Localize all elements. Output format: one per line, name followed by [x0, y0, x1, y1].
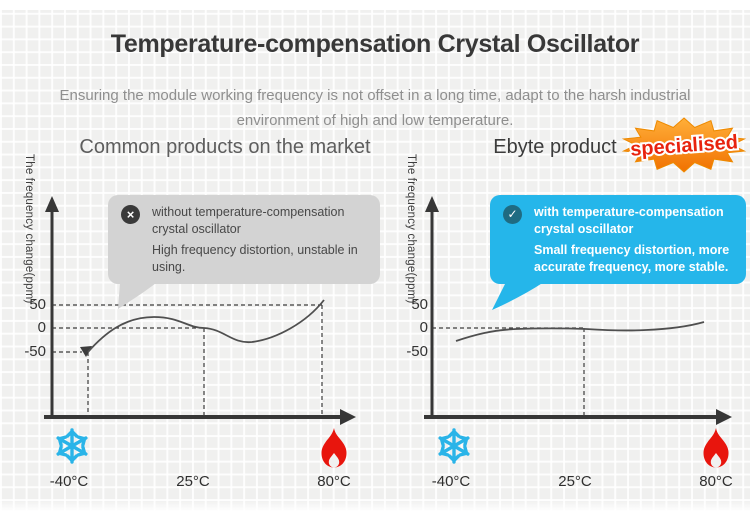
- left-panel-heading: Common products on the market: [79, 136, 371, 158]
- flame-icon: [703, 428, 729, 468]
- x-tick-80: 80°C: [699, 473, 733, 490]
- y-axis-title: The frequency change(ppm): [405, 154, 417, 304]
- x-axis-arrow-icon: [340, 409, 356, 425]
- x-tick-80: 80°C: [317, 473, 351, 490]
- y-tick-50: 50: [411, 296, 428, 313]
- right-chart-plot: [424, 196, 732, 425]
- right-chart: The frequency change(ppm) 50 0 -50 -40°C…: [390, 148, 750, 508]
- bottom-white-strip: [0, 500, 750, 516]
- right-panel-heading: Ebyte product: [493, 136, 617, 158]
- top-white-strip: [0, 0, 750, 10]
- snowflake-icon: [56, 428, 88, 464]
- callout-body: High frequency distortion, unstable in u…: [152, 243, 358, 274]
- specialised-badge-burst: [621, 117, 747, 173]
- x-tick-minus40: -40°C: [49, 473, 89, 490]
- y-tick-50: 50: [29, 296, 46, 313]
- specialised-badge: specialised: [621, 117, 747, 173]
- flame-icon: [321, 428, 347, 468]
- callout-tail: [492, 282, 544, 310]
- page-title: Temperature-compensation Crystal Oscilla…: [110, 30, 640, 58]
- y-tick-minus50: -50: [406, 343, 428, 360]
- common-product-callout: × without temperature-compensation cryst…: [108, 195, 380, 309]
- snowflake-icon: [438, 428, 470, 464]
- frequency-curve: [455, 321, 705, 342]
- callout-body: Small frequency distortion, more accurat…: [534, 243, 730, 274]
- y-tick-0: 0: [419, 319, 428, 336]
- y-tick-0: 0: [37, 319, 46, 336]
- x-axis-arrow-icon: [716, 409, 732, 425]
- callout-tail: [118, 283, 156, 309]
- x-tick-minus40: -40°C: [431, 473, 471, 490]
- x-tick-25: 25°C: [176, 473, 210, 490]
- x-tick-25: 25°C: [558, 473, 592, 490]
- y-axis-title: The frequency change(ppm): [23, 154, 35, 304]
- y-tick-minus50: -50: [24, 343, 46, 360]
- frequency-curve: [87, 299, 325, 353]
- ebyte-product-callout: ✓ with temperature-compensation crystal …: [490, 195, 746, 310]
- dashed-guides: [52, 304, 323, 417]
- guide-arrow-icon: [80, 346, 92, 357]
- page-subtitle: Ensuring the module working frequency is…: [59, 87, 691, 129]
- dashed-guides: [432, 327, 585, 417]
- y-axis-arrow-icon: [425, 196, 439, 212]
- callout-title: with temperature-compensation crystal os…: [534, 205, 724, 236]
- check-circle-icon: ✓: [503, 205, 522, 224]
- left-chart-plot: [44, 196, 356, 425]
- left-chart: The frequency change(ppm) 50 0 -50 -40°C…: [8, 148, 373, 508]
- callout-title: without temperature-compensation crystal…: [152, 205, 345, 236]
- x-circle-icon: ×: [121, 205, 140, 224]
- y-axis-arrow-icon: [45, 196, 59, 212]
